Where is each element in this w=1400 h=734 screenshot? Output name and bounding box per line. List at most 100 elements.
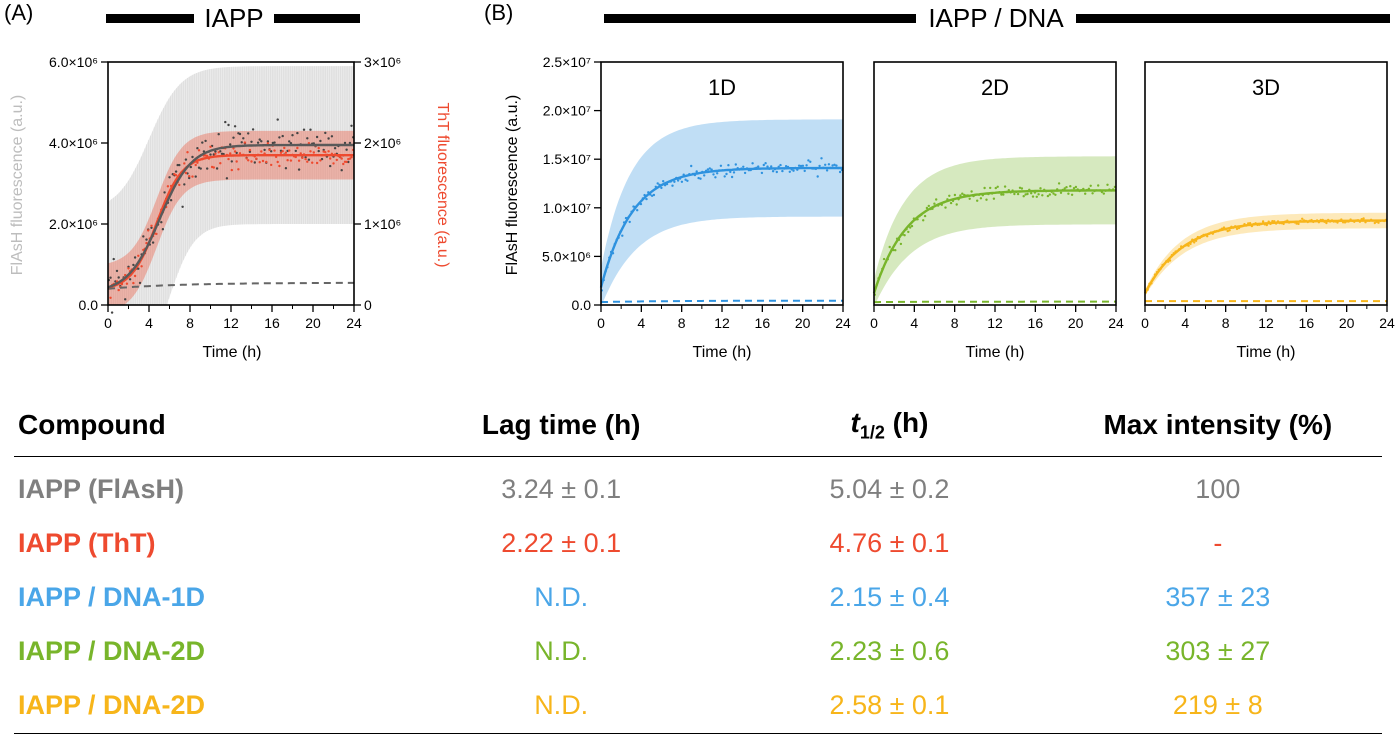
tht-data-point <box>278 164 281 168</box>
flash-data-point <box>270 150 273 153</box>
tht-data-point <box>132 281 135 285</box>
data-point <box>716 172 719 175</box>
tht-data-point <box>261 159 265 163</box>
data-point <box>949 201 953 205</box>
tht-data-point <box>258 161 261 164</box>
tht-data-point <box>283 146 286 150</box>
panel-a-x-tick-label: 20 <box>305 315 321 331</box>
cell-max-intensity: 303 ± 27 <box>1165 636 1271 667</box>
flash-data-point <box>347 160 350 164</box>
data-point <box>764 162 767 165</box>
tht-data-point <box>317 146 320 150</box>
data-point <box>818 164 821 168</box>
data-point <box>784 165 788 168</box>
data-point <box>992 197 996 200</box>
tht-data-point <box>178 183 181 187</box>
flash-data-point <box>124 298 127 301</box>
data-point <box>838 170 842 174</box>
data-point <box>686 179 689 182</box>
control-dashed-line <box>600 299 843 304</box>
data-point <box>621 234 624 237</box>
flash-data-point <box>204 139 207 143</box>
tht-data-point <box>342 162 345 166</box>
data-point <box>652 193 656 197</box>
fit-line <box>1143 219 1387 294</box>
flash-data-point <box>215 167 219 170</box>
flash-data-point <box>117 276 120 279</box>
tht-data-point <box>137 254 140 257</box>
data-point <box>714 176 717 179</box>
tht-data-point <box>307 142 311 145</box>
flash-data-point <box>263 148 266 152</box>
flash-data-point <box>224 120 227 124</box>
tht-data-point <box>329 157 332 160</box>
panel-b-x-tick-label: 0 <box>870 315 878 331</box>
panel-a-x-tick-label: 24 <box>346 315 362 331</box>
data-point <box>803 169 806 173</box>
panel-b-y-axis-label: FlAsH fluorescence (a.u.) <box>504 95 521 276</box>
data-point <box>762 163 765 167</box>
data-point <box>968 197 971 200</box>
tht-data-point <box>268 148 271 152</box>
panel-a-title-bar-right <box>274 14 360 23</box>
data-point <box>1030 192 1033 195</box>
tht-data-point <box>166 185 170 188</box>
tht-data-point <box>232 147 235 150</box>
data-point <box>1048 193 1052 196</box>
tht-data-point <box>309 150 312 153</box>
data-point <box>792 169 795 172</box>
tht-data-point <box>286 159 289 162</box>
tht-data-point <box>245 157 248 160</box>
flash-data-point <box>319 139 322 143</box>
tht-data-point <box>230 168 233 172</box>
flash-data-point <box>247 132 250 135</box>
cell-t-half: 2.23 ± 0.6 <box>829 636 950 667</box>
panel-b-x-tick-label: 12 <box>1258 315 1274 331</box>
data-point <box>944 206 947 209</box>
data-point <box>927 204 930 208</box>
tht-data-point <box>233 150 237 153</box>
panel-b-x-tick-label: 20 <box>1339 315 1355 331</box>
cell-compound: IAPP / DNA-2D <box>14 678 398 734</box>
table-row: IAPP / DNA-2D N.D. 2.23 ± 0.6 303 ± 27 <box>14 625 1382 679</box>
data-point <box>1102 192 1106 195</box>
data-point <box>1035 195 1039 198</box>
panel-b-y-tick-label: 2.5×10⁷ <box>543 54 591 70</box>
data-point <box>801 164 805 167</box>
data-point <box>697 176 700 180</box>
cell-t-half: 2.58 ± 0.1 <box>725 678 1054 734</box>
data-point <box>1097 184 1100 187</box>
flash-data-point <box>201 141 204 144</box>
flash-data-point <box>250 140 253 143</box>
data-point <box>1018 186 1022 189</box>
data-point <box>727 164 730 167</box>
tht-data-point <box>155 232 158 236</box>
tht-data-point <box>348 157 352 160</box>
data-point <box>725 172 728 176</box>
flash-data-point <box>181 205 184 208</box>
flash-data-point <box>307 158 311 161</box>
panel-b-y-tick-label: 0.0 <box>572 297 592 313</box>
tht-data-point <box>311 161 314 164</box>
flash-data-point <box>317 149 320 153</box>
panel-b-title-bar-right <box>1076 14 1390 23</box>
tht-data-point <box>133 274 137 278</box>
data-point <box>1228 229 1231 232</box>
data-point <box>825 169 829 172</box>
panel-a-x-tick-label: 0 <box>104 315 112 331</box>
tht-data-point <box>109 296 112 299</box>
cell-compound: IAPP (FlAsH) <box>18 474 185 505</box>
plot-panel-b-2d: 2D 0 4 8 12 16 20 24 <box>870 61 1124 331</box>
data-point <box>732 171 736 174</box>
data-point <box>922 219 925 222</box>
cell-t-half: 5.04 ± 0.2 <box>829 474 950 505</box>
plot-panel-a: 0.0 2.0×10⁶ 4.0×10⁶ 6.0×10⁶ 0 1×10⁶ 2×10⁶ 3×10⁶… <box>49 54 401 331</box>
data-point <box>959 194 962 197</box>
table-row: IAPP (FlAsH) 3.24 ± 0.1 5.04 ± 0.2 100 <box>14 456 1382 517</box>
data-point <box>1000 193 1003 196</box>
flash-data-point <box>199 167 202 170</box>
flash-data-point <box>251 128 255 131</box>
flash-data-point <box>329 164 332 168</box>
panel-a-y2-axis-label: ThT fluorescence (a.u.) <box>434 102 451 267</box>
panel-b-x-tick-label: 16 <box>755 315 771 331</box>
